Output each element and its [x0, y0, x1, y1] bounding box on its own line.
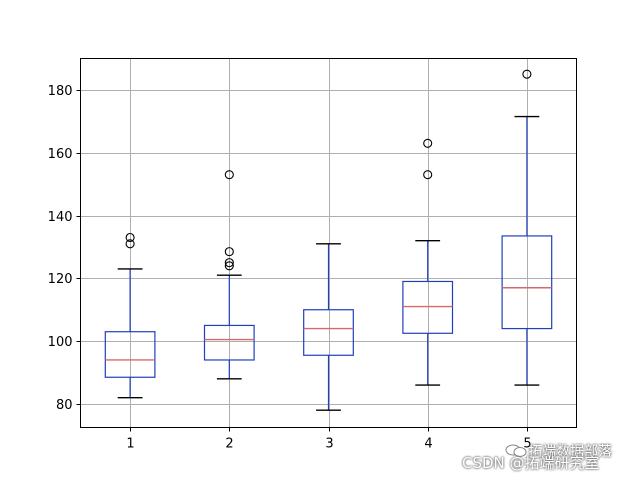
box-iqr: [303, 309, 354, 356]
plot-area-frame: [80, 58, 577, 428]
x-tick-label: 1: [126, 437, 134, 452]
box-group: [402, 138, 454, 386]
box-iqr: [203, 324, 255, 361]
axes: 80 100 120 140 160 180 1 2 3 4 5: [48, 84, 532, 452]
x-tick-label: 3: [325, 437, 333, 452]
watermark-line-1: 拓端数据部落: [528, 444, 612, 460]
box-group: [501, 69, 553, 386]
outlier-point: [125, 239, 135, 249]
box-iqr: [501, 235, 553, 330]
outlier-point: [224, 261, 234, 271]
box-iqr: [104, 331, 156, 378]
box-iqr: [402, 280, 454, 334]
y-tick-label: 180: [48, 84, 73, 99]
y-tick-label: 100: [48, 335, 73, 350]
outlier-point: [224, 170, 234, 180]
x-tick-label: 4: [424, 437, 432, 452]
outlier-point: [224, 258, 234, 268]
box-group: [104, 232, 156, 399]
outlier-point: [125, 232, 135, 243]
chat-bubble-icon: [505, 444, 527, 457]
outlier-point: [423, 170, 433, 180]
y-tick-label: 80: [56, 398, 73, 413]
x-tick-label: 2: [225, 437, 233, 452]
box-group: [303, 243, 354, 411]
y-tick-label: 140: [48, 210, 73, 225]
watermark-line-2: CSDN @拓端研究室: [462, 454, 600, 472]
boxes: [104, 69, 553, 411]
outlier-point: [224, 247, 234, 257]
y-tick-label: 160: [48, 147, 73, 162]
outlier-point: [522, 69, 532, 79]
box-group: [203, 170, 255, 380]
x-tick-label: 5: [523, 437, 531, 452]
outlier-point: [423, 138, 433, 148]
y-tick-label: 120: [48, 272, 73, 287]
